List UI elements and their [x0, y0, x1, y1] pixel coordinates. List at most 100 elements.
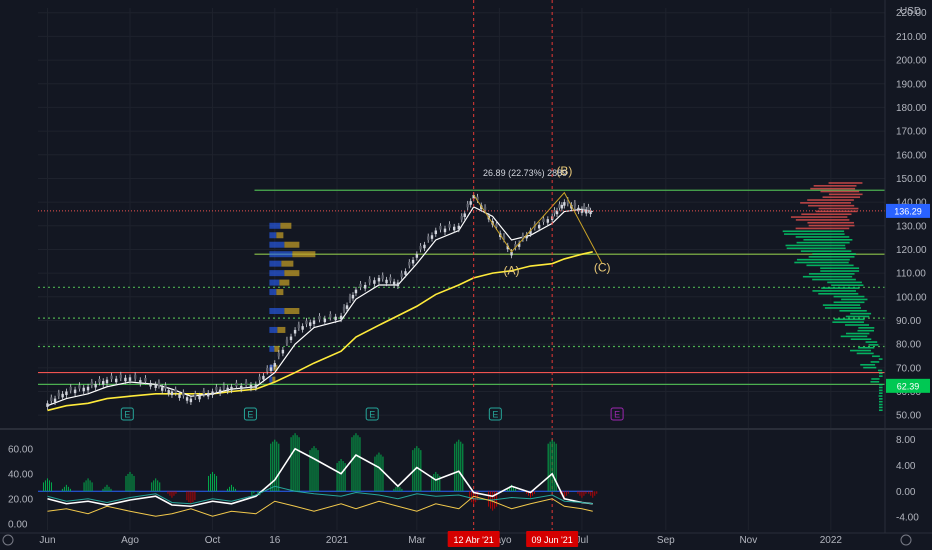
volume-profile-bar-right [801, 213, 852, 216]
candle-body [318, 315, 321, 320]
volume-profile-bar-right [812, 290, 856, 292]
volume-profile-bar [274, 345, 280, 352]
candle-body [157, 382, 161, 386]
candle-body [452, 226, 456, 231]
candle-body [460, 216, 463, 220]
earnings-mark-label: E [247, 410, 253, 420]
candle-body [218, 389, 222, 394]
y-tick-label: 210.00 [896, 32, 927, 43]
candle-body [439, 226, 442, 230]
volume-profile-bar [269, 260, 282, 267]
volume-profile-bar [284, 270, 300, 277]
candle-body [128, 377, 132, 381]
earnings-mark-label: E [614, 410, 620, 420]
indicator-line [47, 485, 593, 505]
candle-body [415, 254, 419, 258]
volume-profile-bar-right [858, 327, 875, 329]
indicator-line [47, 447, 593, 508]
volume-profile-bar [269, 279, 280, 286]
candle-body [517, 243, 521, 247]
earnings-mark[interactable] [120, 407, 134, 421]
candle-body [254, 384, 258, 388]
volume-profile-bar [277, 326, 286, 333]
candle-body [537, 224, 541, 229]
earnings-mark[interactable] [488, 407, 502, 421]
earnings-mark[interactable] [365, 407, 379, 421]
candle-body [102, 381, 105, 385]
candle-body [161, 387, 164, 391]
y-tick-label: 140.00 [896, 198, 927, 209]
candle-body [476, 196, 479, 201]
volume-profile-bar-right [831, 284, 864, 287]
currency-label: USD [900, 6, 921, 17]
candle-body [189, 398, 193, 403]
candle-body [178, 394, 181, 398]
candle-body [69, 386, 72, 391]
volume-profile-bar-right [856, 352, 874, 355]
volume-profile-bar-right [822, 196, 861, 198]
date-badge-label: 09 Jun '21 [532, 535, 573, 545]
y-tick-label: 180.00 [896, 103, 927, 114]
main-pane[interactable]: (A) (B) (C) 26.89 (22.73%) 2889 E E E E E [38, 0, 885, 530]
candle-body [373, 280, 376, 284]
volume-profile-bar-right [807, 221, 854, 224]
earnings-mark[interactable] [243, 407, 257, 421]
y-tick-label: 90.00 [896, 316, 921, 327]
earnings-mark[interactable] [610, 407, 624, 421]
candle-body [457, 225, 460, 230]
indicator-pane[interactable] [38, 433, 598, 517]
candle-body [463, 213, 466, 218]
date-badge [526, 531, 579, 547]
low-price-label: 62.39 [897, 381, 920, 391]
x-tick-label: Nov [739, 535, 757, 546]
candle-body [368, 279, 371, 283]
volume-profile-bar-right [808, 256, 855, 258]
candle-body [53, 398, 57, 403]
candle-body [174, 389, 177, 393]
y-tick-label: 220.00 [896, 8, 927, 19]
indicator-right-tick-label: 4.00 [896, 461, 916, 472]
x-tick-label: Mar [408, 535, 426, 546]
x-tick-label: Jun [39, 535, 55, 546]
volume-profile-bar-right [870, 361, 880, 363]
candle-body [207, 392, 210, 397]
wave-label: (B) [556, 164, 572, 178]
candle-body [400, 273, 403, 277]
volume-profile-bar-right [820, 270, 860, 272]
wave-label: (C) [594, 260, 611, 274]
low-price-badge [886, 378, 930, 393]
indicator-left-tick-label: 60.00 [8, 444, 33, 455]
candle-body [448, 224, 451, 228]
candle-body [560, 204, 564, 209]
indicator-left-tick-label: 0.00 [8, 519, 28, 530]
candle-body [502, 235, 506, 240]
timezone-icon[interactable] [2, 534, 14, 546]
volume-profile-bar-right [878, 395, 883, 397]
volume-profile-bar-right [871, 378, 880, 380]
volume-profile-bar [269, 251, 293, 258]
volume-profile-bar [269, 345, 275, 352]
candle-body [345, 305, 349, 309]
candle-body [240, 385, 243, 390]
volume-profile-bar-right [786, 247, 846, 250]
volume-profile-bar-right [840, 335, 868, 338]
candle-body [348, 296, 352, 301]
y-tick-label: 130.00 [896, 221, 927, 232]
y-tick-label: 160.00 [896, 150, 927, 161]
volume-profile-bar-right [827, 281, 862, 284]
candle-body [170, 391, 174, 396]
volume-profile-bar-right [879, 383, 883, 386]
candle-body [377, 277, 381, 282]
candle-body [419, 245, 422, 250]
x-tick-label: Oct [205, 535, 221, 546]
candle-body [339, 315, 343, 320]
date-badge-label: 12 Abr '21 [454, 535, 494, 545]
last-price-label: 136.29 [894, 206, 922, 216]
candle-body [90, 381, 94, 386]
indicator-right-tick-label: 0.00 [896, 487, 916, 498]
volume-profile-bar-right [879, 389, 883, 392]
auto-scale-icon[interactable] [900, 534, 912, 546]
candle-body [281, 349, 285, 354]
